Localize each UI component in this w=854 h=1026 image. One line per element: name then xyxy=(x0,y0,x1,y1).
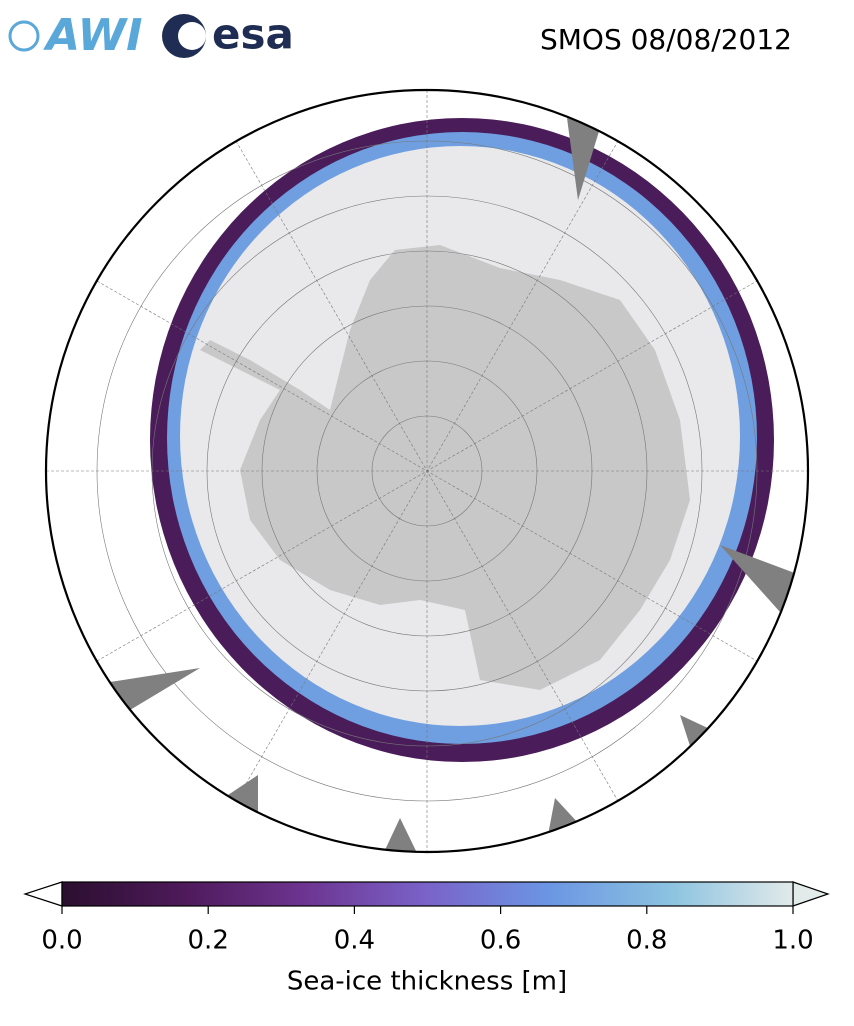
logo-text: esa xyxy=(212,10,294,59)
x-tick-label: 0.0 xyxy=(41,926,82,956)
x-tick-label: 1.0 xyxy=(772,926,813,956)
missing-data xyxy=(110,118,800,852)
x-tick-label: 0.4 xyxy=(334,926,375,956)
colorbar-extend-low xyxy=(23,881,63,907)
map xyxy=(46,90,808,852)
colorbar-label: Sea-ice thickness [m] xyxy=(287,967,567,997)
antarctica xyxy=(200,245,690,690)
x-tick-label: 0.6 xyxy=(480,926,521,956)
colorbar xyxy=(23,881,830,914)
awi-logo: AWI xyxy=(8,10,143,61)
map-boundary xyxy=(44,88,810,854)
x-tick-label: 0.2 xyxy=(188,926,229,956)
logo-text: AWI xyxy=(43,10,143,61)
chart-title: SMOS 08/08/2012 xyxy=(540,23,792,56)
graticule xyxy=(46,90,808,852)
esa-logo: esa xyxy=(162,10,294,59)
colorbar-ramp xyxy=(61,881,794,907)
colorbar-extend-high xyxy=(792,881,830,907)
x-tick-label: 0.8 xyxy=(626,926,667,956)
